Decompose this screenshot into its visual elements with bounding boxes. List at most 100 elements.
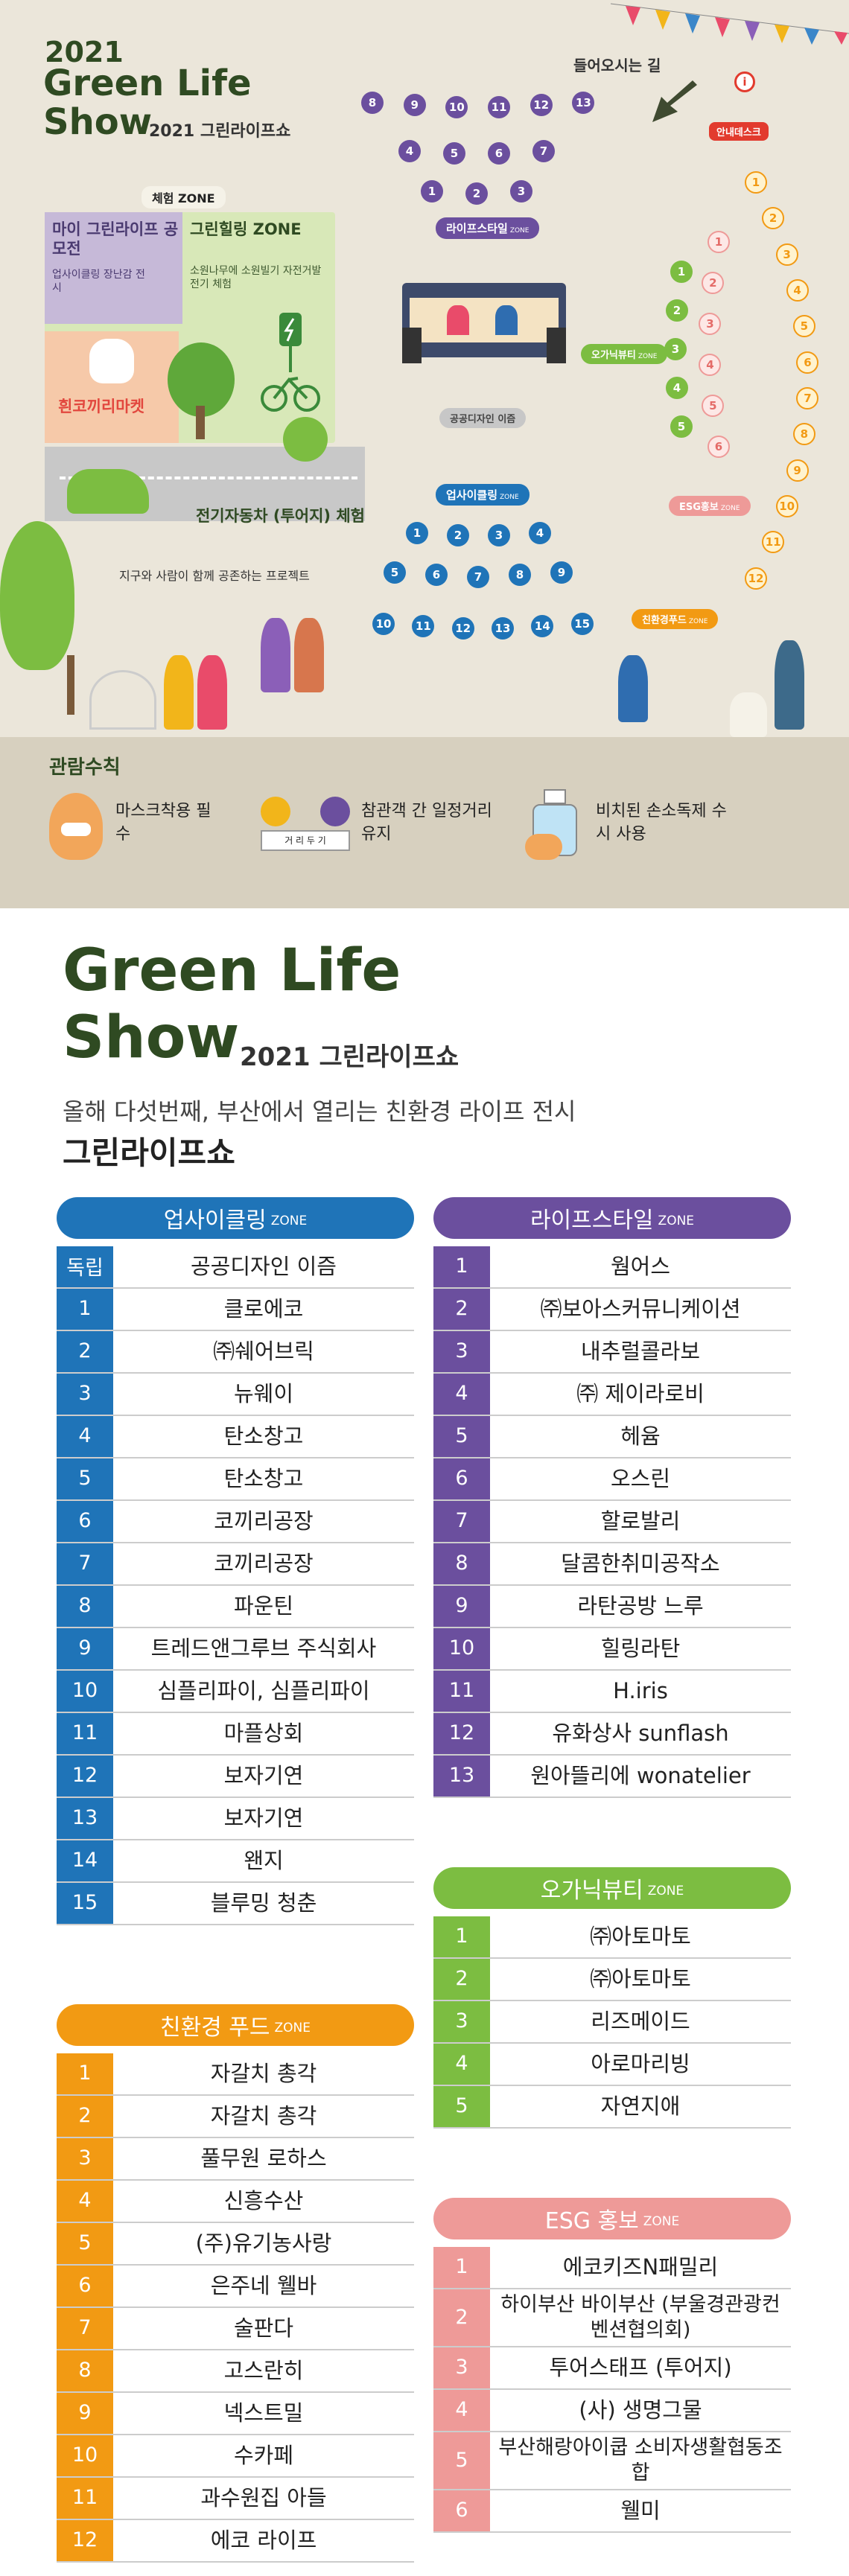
seat-marker: 3 [510, 180, 532, 203]
contest-area [45, 212, 182, 324]
speaker-icon [402, 328, 422, 363]
seat-marker: 3 [488, 523, 510, 546]
healing-zone-title: 그린힐링 ZONE [190, 220, 302, 238]
table-header-suffix: ZONE [274, 2021, 311, 2035]
seat-marker: 2 [702, 272, 725, 294]
header-title-line1: Green Life [43, 63, 252, 104]
table-row: 10 수카페 [57, 2435, 414, 2478]
seat-marker: 4 [786, 279, 809, 302]
booth-name: 유화상사 sunflash [552, 1721, 729, 1747]
table-row: 2 하이부산 바이부산 (부울경관광컨벤션협의회) [433, 2289, 791, 2347]
table-row: 4 탄소창고 [57, 1416, 414, 1458]
booth-number: 15 [57, 1883, 113, 1924]
seat-marker: 1 [406, 521, 428, 544]
seat-marker: 9 [786, 459, 809, 482]
seat-marker: 1 [745, 171, 767, 194]
table-header: 라이프스타일 ZONE [433, 1197, 791, 1239]
info-title-line2: Show [63, 1004, 240, 1071]
booth-number: 6 [433, 1458, 490, 1499]
table-row: 5 헤윰 [433, 1416, 791, 1458]
ev-desc: 지구와 사람이 함께 공존하는 프로젝트 [119, 569, 310, 583]
rule-mask: 마스크착용 필수 [115, 802, 212, 844]
booth-number: 11 [57, 2478, 113, 2519]
person-icon [618, 655, 648, 722]
seat-marker: 7 [467, 566, 489, 588]
booth-number: 11 [57, 1713, 113, 1754]
booth-number: 5 [433, 2086, 490, 2127]
table-row: 1 클로에코 [57, 1289, 414, 1331]
booth-name: 웰미 [620, 2498, 661, 2524]
table-row: 1 자갈치 총각 [57, 2053, 414, 2096]
table-row: 6 은주네 웰바 [57, 2266, 414, 2308]
entrance-label: 들어오시는 길 [573, 57, 661, 74]
booth-name: 넥스트밀 [223, 2400, 304, 2426]
table-row: 13 원아뜰리에 wonatelier [433, 1756, 791, 1798]
info-tagline: 올해 다섯번째, 부산에서 열리는 친환경 라이프 전시 [63, 1097, 576, 1126]
seat-marker: 7 [532, 139, 555, 162]
tree-icon [0, 521, 74, 670]
booth-number: 3 [433, 2001, 490, 2042]
seat-marker: 4 [666, 377, 688, 399]
booth-name: 클로에코 [223, 1296, 304, 1322]
booth-name: 자갈치 총각 [210, 2061, 317, 2087]
booth-number: 9 [433, 1586, 490, 1627]
booth-number: 7 [57, 1543, 113, 1584]
booth-name: 내추럴콜라보 [580, 1339, 701, 1365]
booth-name: (주)유기농사랑 [195, 2231, 332, 2257]
booth-name: (사) 생명그물 [579, 2397, 702, 2423]
mask-person-icon [49, 793, 103, 860]
booth-number: 2 [57, 2096, 113, 2137]
table-row: 2 ㈜보아스커뮤니케이션 [433, 1289, 791, 1331]
booth-name: 투어스태프 (투어지) [549, 2355, 732, 2381]
seat-marker: 1 [670, 261, 693, 283]
table-row: 5 부산해랑아이쿱 소비자생활협동조합 [433, 2432, 791, 2490]
person-icon [294, 618, 324, 692]
seat-marker: 14 [531, 614, 554, 637]
booth-number: 2 [433, 2289, 490, 2346]
booth-number: 10 [433, 1628, 490, 1669]
booth-number: 5 [57, 2223, 113, 2264]
booth-number: 8 [57, 1586, 113, 1627]
table-row: 4 아로마리빙 [433, 2044, 791, 2086]
seat-marker: 6 [425, 564, 448, 586]
booth-name: 공공디자인 이즘 [191, 1254, 337, 1280]
booth-name: 과수원집 아들 [200, 2485, 327, 2511]
table-header-suffix: ZONE [270, 1214, 308, 1228]
table-header: 업사이클링 ZONE [57, 1197, 414, 1239]
booth-number: 10 [57, 1671, 113, 1712]
person-icon [164, 655, 194, 730]
elephant-icon [89, 339, 134, 383]
table-row: 7 할로발리 [433, 1501, 791, 1543]
booth-name: 리즈메이드 [591, 2009, 690, 2035]
booth-name: 풀무원 로하스 [200, 2146, 327, 2172]
seat-marker: 1 [708, 231, 730, 253]
seat-marker: 11 [762, 531, 785, 554]
info-title-line1: Green Life [63, 937, 401, 1004]
table-row: 8 달콤한취미공작소 [433, 1543, 791, 1586]
booth-number: 5 [433, 2432, 490, 2489]
bunting-decoration [611, 3, 849, 45]
seat-marker: 8 [361, 91, 384, 114]
booth-number: 6 [433, 2490, 490, 2531]
booth-name: 보자기연 [223, 1763, 304, 1789]
table-row: 8 파운틴 [57, 1586, 414, 1628]
seat-marker: 11 [412, 614, 435, 637]
booth-number: 7 [433, 1501, 490, 1542]
person-icon [775, 640, 804, 730]
booth-number: 8 [433, 1543, 490, 1584]
seat-marker: 5 [670, 415, 693, 438]
booth-number: 5 [57, 1458, 113, 1499]
booth-name: 수카페 [233, 2443, 294, 2469]
sanitizer-icon [525, 789, 585, 864]
seat-marker: 4 [398, 139, 421, 162]
rules-panel [0, 737, 849, 908]
booth-name: 웜어스 [610, 1254, 671, 1280]
seat-marker: 5 [792, 315, 815, 338]
table-row: 4 ㈜ 제이라로비 [433, 1374, 791, 1416]
person-icon [261, 618, 290, 692]
table-row: 15 블루밍 청춘 [57, 1883, 414, 1925]
booth-name: 코끼리공장 [214, 1508, 314, 1534]
booth-number: 1 [433, 1916, 490, 1957]
booth-number: 2 [57, 1331, 113, 1372]
seat-marker: 15 [570, 612, 594, 635]
